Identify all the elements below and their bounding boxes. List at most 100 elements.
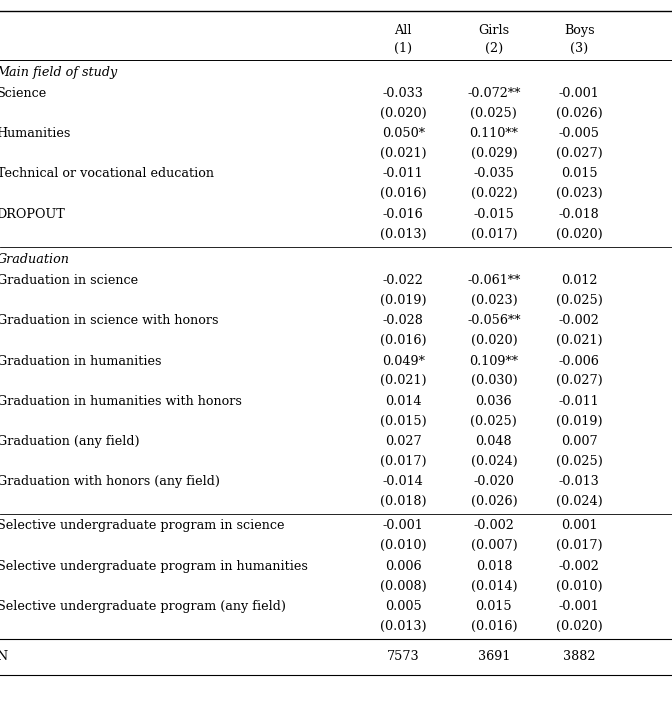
Text: Selective undergraduate program (any field): Selective undergraduate program (any fie… — [0, 599, 286, 613]
Text: -0.072**: -0.072** — [467, 87, 521, 100]
Text: (3): (3) — [570, 42, 589, 54]
Text: -0.006: -0.006 — [559, 354, 599, 368]
Text: -0.002: -0.002 — [559, 314, 599, 328]
Text: 3691: 3691 — [478, 650, 510, 663]
Text: (0.015): (0.015) — [380, 414, 427, 427]
Text: (0.016): (0.016) — [470, 619, 517, 632]
Text: 0.015: 0.015 — [476, 599, 512, 613]
Text: Graduation in humanities: Graduation in humanities — [0, 354, 161, 368]
Text: -0.011: -0.011 — [559, 394, 599, 408]
Text: (0.010): (0.010) — [380, 539, 427, 552]
Text: 0.006: 0.006 — [385, 559, 421, 573]
Text: (0.024): (0.024) — [556, 495, 603, 508]
Text: Graduation in humanities with honors: Graduation in humanities with honors — [0, 394, 241, 408]
Text: (0.008): (0.008) — [380, 579, 427, 592]
Text: (0.020): (0.020) — [556, 227, 603, 240]
Text: (0.007): (0.007) — [470, 539, 517, 552]
Text: 0.027: 0.027 — [385, 435, 421, 448]
Text: (0.017): (0.017) — [470, 227, 517, 240]
Text: (0.019): (0.019) — [380, 294, 427, 307]
Text: -0.001: -0.001 — [559, 87, 599, 100]
Text: -0.061**: -0.061** — [467, 274, 521, 288]
Text: All: All — [394, 24, 412, 37]
Text: 0.014: 0.014 — [385, 394, 421, 408]
Text: -0.016: -0.016 — [383, 207, 423, 221]
Text: -0.033: -0.033 — [383, 87, 423, 100]
Text: 0.018: 0.018 — [476, 559, 512, 573]
Text: -0.001: -0.001 — [559, 599, 599, 613]
Text: (0.017): (0.017) — [380, 455, 427, 467]
Text: -0.018: -0.018 — [559, 207, 599, 221]
Text: Graduation with honors (any field): Graduation with honors (any field) — [0, 475, 220, 488]
Text: -0.015: -0.015 — [474, 207, 514, 221]
Text: (0.018): (0.018) — [380, 495, 427, 508]
Text: Science: Science — [0, 87, 47, 100]
Text: (0.013): (0.013) — [380, 227, 427, 240]
Text: 0.007: 0.007 — [561, 435, 597, 448]
Text: Graduation in science: Graduation in science — [0, 274, 138, 288]
Text: DROPOUT: DROPOUT — [0, 207, 65, 221]
Text: 0.109**: 0.109** — [470, 354, 518, 368]
Text: (0.030): (0.030) — [470, 374, 517, 387]
Text: (0.025): (0.025) — [470, 107, 517, 120]
Text: Graduation (any field): Graduation (any field) — [0, 435, 139, 448]
Text: 0.012: 0.012 — [561, 274, 597, 288]
Text: (0.013): (0.013) — [380, 619, 427, 632]
Text: -0.022: -0.022 — [383, 274, 423, 288]
Text: -0.001: -0.001 — [383, 519, 423, 533]
Text: (0.020): (0.020) — [380, 107, 427, 120]
Text: 0.015: 0.015 — [561, 167, 597, 181]
Text: 0.050*: 0.050* — [382, 127, 425, 141]
Text: Graduation in science with honors: Graduation in science with honors — [0, 314, 218, 328]
Text: (0.023): (0.023) — [470, 294, 517, 307]
Text: (0.010): (0.010) — [556, 579, 603, 592]
Text: -0.028: -0.028 — [383, 314, 423, 328]
Text: Boys: Boys — [564, 24, 595, 37]
Text: 0.001: 0.001 — [561, 519, 597, 533]
Text: 0.110**: 0.110** — [470, 127, 518, 141]
Text: -0.056**: -0.056** — [467, 314, 521, 328]
Text: Girls: Girls — [478, 24, 509, 37]
Text: (0.021): (0.021) — [380, 374, 427, 387]
Text: Graduation: Graduation — [0, 253, 70, 266]
Text: Technical or vocational education: Technical or vocational education — [0, 167, 214, 181]
Text: (2): (2) — [485, 42, 503, 54]
Text: (0.027): (0.027) — [556, 147, 603, 160]
Text: -0.005: -0.005 — [558, 127, 600, 141]
Text: -0.011: -0.011 — [383, 167, 423, 181]
Text: N: N — [0, 650, 8, 663]
Text: 0.036: 0.036 — [476, 394, 512, 408]
Text: (0.026): (0.026) — [556, 107, 603, 120]
Text: (0.020): (0.020) — [556, 619, 603, 632]
Text: -0.013: -0.013 — [559, 475, 599, 488]
Text: -0.035: -0.035 — [473, 167, 515, 181]
Text: (1): (1) — [394, 42, 412, 54]
Text: (0.016): (0.016) — [380, 334, 427, 347]
Text: Selective undergraduate program in humanities: Selective undergraduate program in human… — [0, 559, 308, 573]
Text: 0.005: 0.005 — [385, 599, 421, 613]
Text: Selective undergraduate program in science: Selective undergraduate program in scien… — [0, 519, 284, 533]
Text: (0.023): (0.023) — [556, 187, 603, 200]
Text: (0.025): (0.025) — [556, 294, 603, 307]
Text: -0.020: -0.020 — [474, 475, 514, 488]
Text: (0.027): (0.027) — [556, 374, 603, 387]
Text: (0.024): (0.024) — [470, 455, 517, 467]
Text: -0.002: -0.002 — [474, 519, 514, 533]
Text: 0.048: 0.048 — [476, 435, 512, 448]
Text: (0.025): (0.025) — [556, 455, 603, 467]
Text: (0.016): (0.016) — [380, 187, 427, 200]
Text: Humanities: Humanities — [0, 127, 71, 141]
Text: (0.022): (0.022) — [470, 187, 517, 200]
Text: Main field of study: Main field of study — [0, 66, 118, 79]
Text: 0.049*: 0.049* — [382, 354, 425, 368]
Text: -0.002: -0.002 — [559, 559, 599, 573]
Text: (0.014): (0.014) — [470, 579, 517, 592]
Text: (0.025): (0.025) — [470, 414, 517, 427]
Text: (0.020): (0.020) — [470, 334, 517, 347]
Text: (0.029): (0.029) — [470, 147, 517, 160]
Text: (0.021): (0.021) — [556, 334, 603, 347]
Text: (0.019): (0.019) — [556, 414, 603, 427]
Text: (0.017): (0.017) — [556, 539, 603, 552]
Text: -0.014: -0.014 — [383, 475, 423, 488]
Text: 3882: 3882 — [563, 650, 595, 663]
